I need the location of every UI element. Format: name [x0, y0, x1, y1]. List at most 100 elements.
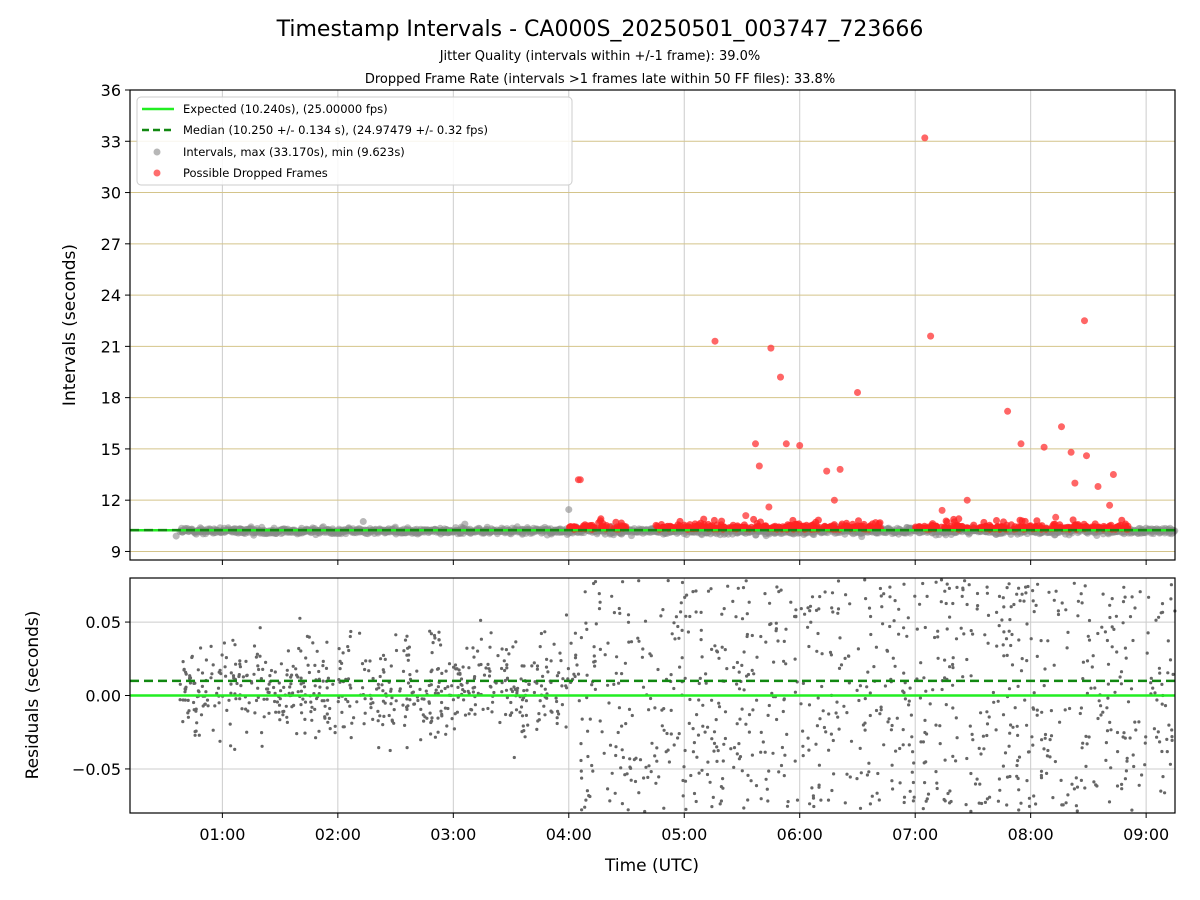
residual-point: [245, 674, 249, 678]
residual-point: [637, 579, 641, 583]
residual-point: [647, 708, 651, 712]
residual-point: [650, 741, 654, 745]
residual-point: [779, 588, 783, 592]
residual-point: [546, 670, 550, 674]
residual-point: [732, 765, 736, 770]
dropped-outlier-point: [576, 476, 584, 484]
residual-point: [462, 689, 467, 694]
residual-point: [1100, 625, 1104, 629]
residual-point: [979, 711, 983, 715]
residual-point: [895, 716, 899, 720]
residual-point: [768, 601, 772, 605]
residual-point: [535, 727, 539, 732]
residual-point: [355, 700, 359, 704]
time-x-tick-label: 03:00: [430, 825, 476, 844]
residual-point: [412, 702, 417, 706]
residual-point: [583, 590, 587, 594]
residual-point: [831, 610, 835, 614]
residual-point: [252, 672, 256, 676]
residual-point: [586, 729, 590, 733]
residual-point: [1017, 808, 1021, 812]
residual-point: [1092, 780, 1096, 784]
residual-point: [519, 677, 523, 681]
residual-point: [229, 671, 233, 675]
residual-point: [1133, 720, 1137, 724]
residual-point: [1056, 612, 1061, 617]
residual-point: [520, 730, 524, 734]
residual-point: [951, 666, 955, 670]
residual-point: [987, 715, 991, 719]
residual-point: [427, 701, 431, 705]
residual-point: [985, 797, 990, 801]
residual-point: [750, 633, 754, 638]
residual-point: [616, 730, 620, 735]
residual-point: [655, 746, 659, 750]
residual-point: [401, 669, 406, 674]
residual-point: [317, 669, 321, 674]
chart-title: Timestamp Intervals - CA000S_20250501_00…: [276, 17, 924, 42]
residual-point: [484, 666, 488, 670]
time-x-tick-label: 01:00: [199, 825, 245, 844]
residual-point: [1104, 741, 1108, 745]
dropped-outlier-point: [782, 440, 790, 448]
residual-point: [326, 720, 330, 724]
residual-point: [803, 612, 807, 616]
residual-point: [382, 714, 386, 719]
residual-point: [661, 608, 665, 612]
residual-point: [874, 645, 879, 649]
residual-point: [699, 610, 703, 615]
residual-point: [633, 779, 638, 784]
residual-point: [793, 657, 797, 661]
intervals-grid: [130, 89, 1175, 560]
residual-point: [1056, 609, 1060, 613]
residual-point: [446, 706, 450, 711]
residual-point: [504, 688, 509, 692]
residual-point: [436, 685, 440, 689]
residual-point: [381, 689, 385, 693]
residual-point: [310, 718, 314, 722]
residual-point: [199, 713, 204, 717]
residual-point: [951, 601, 955, 606]
residual-point: [1017, 788, 1021, 792]
residual-point: [687, 721, 691, 726]
residual-point: [878, 586, 883, 591]
dropped-outlier-point: [830, 496, 838, 504]
residual-point: [977, 801, 981, 805]
residual-point: [328, 706, 332, 711]
residual-point: [1093, 686, 1097, 690]
residual-reference-lines: [130, 679, 1175, 697]
residual-point: [389, 664, 393, 668]
residual-point: [745, 674, 749, 678]
residual-point: [902, 800, 906, 805]
residual-point: [258, 626, 262, 630]
residual-point: [193, 681, 197, 685]
dropped-outlier-point: [742, 512, 750, 520]
residual-point: [1113, 690, 1117, 694]
residual-point: [653, 706, 657, 710]
residual-point: [709, 587, 713, 591]
residual-point: [906, 616, 910, 620]
residual-point: [902, 582, 906, 586]
residual-point: [918, 602, 922, 606]
residual-point: [419, 707, 423, 712]
residual-point: [879, 594, 883, 598]
dropped-outlier-point: [1004, 407, 1012, 415]
residual-point: [313, 707, 317, 712]
residual-point: [408, 673, 412, 677]
residual-point: [1122, 585, 1126, 589]
residual-point: [951, 706, 955, 710]
residual-point: [233, 643, 237, 647]
residual-point: [742, 688, 746, 692]
residual-point: [1005, 803, 1009, 807]
residual-point: [1049, 709, 1053, 713]
residual-point: [1007, 744, 1011, 748]
residual-point: [1118, 675, 1122, 679]
residual-point: [1115, 650, 1119, 654]
residual-point: [456, 685, 460, 690]
residual-point: [542, 704, 546, 708]
residual-point: [1169, 597, 1173, 601]
residual-point: [543, 630, 547, 634]
residual-point: [585, 789, 590, 793]
residual-point: [1036, 582, 1040, 586]
residual-point: [602, 751, 606, 755]
